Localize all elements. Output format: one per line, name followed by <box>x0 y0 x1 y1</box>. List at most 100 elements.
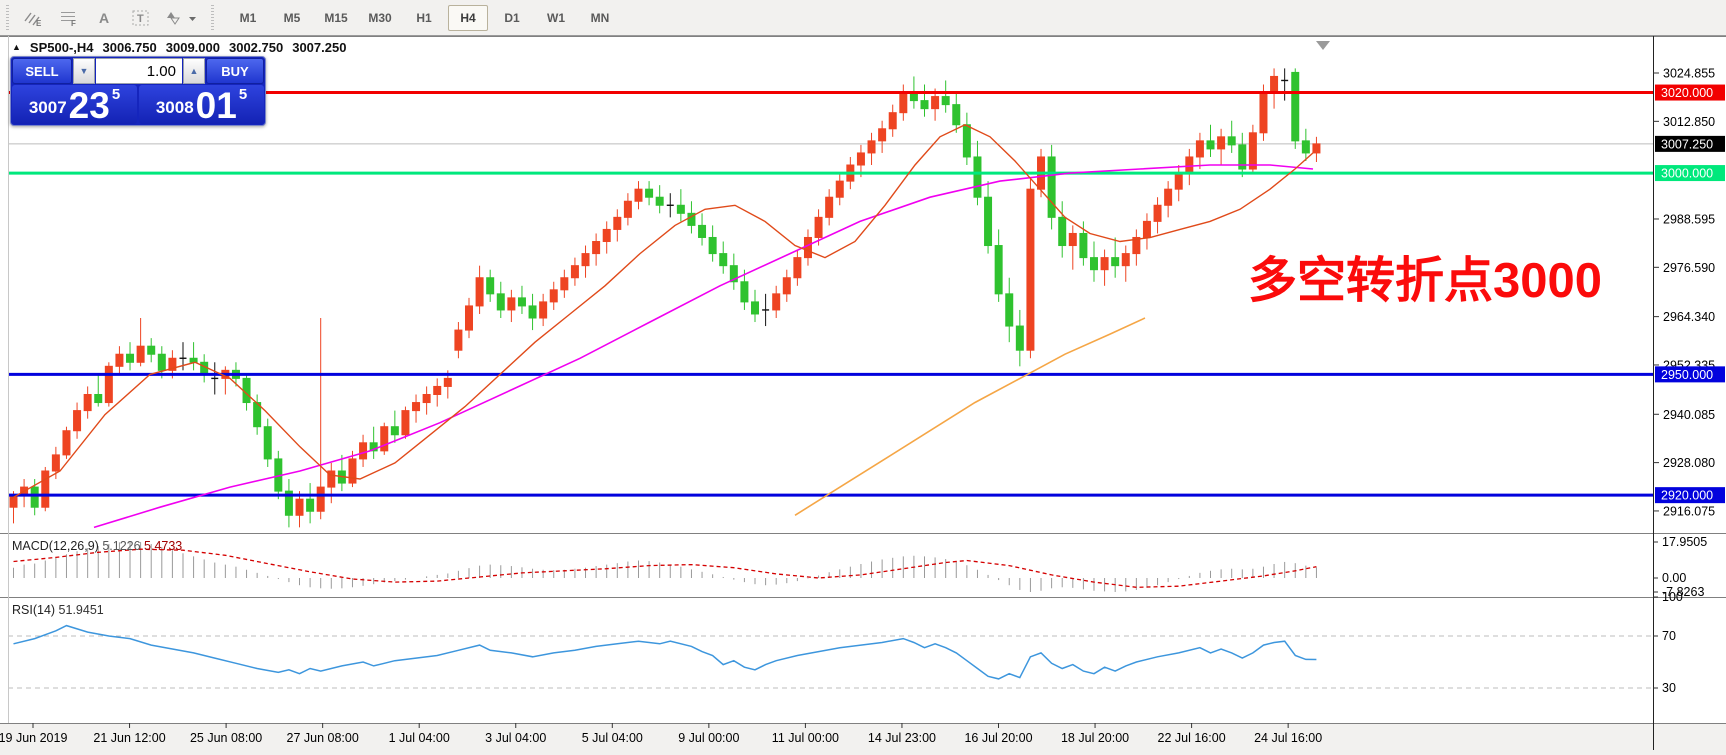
sell-button[interactable]: SELL <box>12 58 72 84</box>
svg-text:E: E <box>36 19 42 28</box>
price-tick-label: 2940.085 <box>1663 408 1715 422</box>
ohlc-close: 3007.250 <box>292 40 347 55</box>
sell-price-display[interactable]: 3007 23 5 <box>12 85 137 124</box>
text-box-icon[interactable]: T <box>125 3 157 33</box>
date-tick-label: 3 Jul 04:00 <box>485 731 546 745</box>
one-click-trading-panel: SELL ▼ ▲ BUY 3007 23 5 3008 01 5 <box>10 56 266 126</box>
macd-axis-label: -7.8263 <box>1662 585 1704 599</box>
buy-price-sup: 5 <box>238 86 248 103</box>
price-tick-label: 2916.075 <box>1663 504 1715 518</box>
date-axis[interactable]: 19 Jun 2019 21 Jun 12:00 25 Jun 08:00 27 Ju… <box>0 723 1322 745</box>
arrows-object-icon[interactable] <box>161 3 203 33</box>
ohlc-low: 3002.750 <box>228 40 284 55</box>
price-badge-3020.000 <box>1655 84 1725 101</box>
price-tick-label: 2928.080 <box>1663 456 1715 470</box>
price-badge-label: 2920.000 <box>1661 489 1713 503</box>
price-tick-label: 2988.595 <box>1663 212 1715 226</box>
price-pane: 多空转折点3000 <box>8 41 1653 529</box>
buy-price-big: 01 <box>195 84 237 126</box>
macd-label: MACD(12,26,9) 5.1226 5.4733 <box>12 539 182 553</box>
timeframe-button-h4[interactable]: H4 <box>448 4 488 31</box>
volume-increase-button[interactable]: ▲ <box>183 58 205 84</box>
price-badge-2950.000 <box>1655 366 1725 383</box>
date-tick-label: 9 Jul 00:00 <box>678 731 739 745</box>
sell-price-main: 3007 <box>28 98 67 117</box>
date-tick-label: 19 Jun 2019 <box>0 731 67 745</box>
price-tick-label: 3012.850 <box>1663 115 1715 129</box>
rsi-axis-label: 70 <box>1662 629 1676 643</box>
svg-text:T: T <box>137 13 144 25</box>
ma-slow-line <box>794 317 1146 516</box>
sell-price-sup: 5 <box>111 86 121 103</box>
date-tick-label: 22 Jul 16:00 <box>1158 731 1226 745</box>
ohlc-high: 3009.000 <box>165 40 220 55</box>
date-tick-label: 18 Jul 20:00 <box>1061 731 1129 745</box>
svg-text:F: F <box>71 19 76 28</box>
timeframe-group-grip[interactable] <box>209 4 216 31</box>
toolbar: E F A T M1 M5 M15 M30 H1 H4 D1 W1 MN <box>0 0 1726 36</box>
bar-shift-marker-icon[interactable] <box>1316 41 1330 50</box>
macd-pane: MACD(12,26,9) 5.1226 5.4733 <box>12 539 1317 593</box>
price-badge-label: 3020.000 <box>1661 86 1713 100</box>
timeframe-button-h1[interactable]: H1 <box>416 10 432 25</box>
price-tick-label: 2976.590 <box>1663 261 1715 275</box>
date-tick-label: 25 Jun 08:00 <box>190 731 262 745</box>
price-tick-label: 3024.855 <box>1663 67 1715 81</box>
date-tick-label: 21 Jun 12:00 <box>93 731 165 745</box>
toolbar-grip[interactable] <box>4 4 11 31</box>
volume-input[interactable] <box>96 58 182 84</box>
candles-layer <box>9 68 1321 528</box>
date-tick-label: 1 Jul 04:00 <box>389 731 450 745</box>
date-axis-background <box>0 723 1726 750</box>
svg-text:A: A <box>99 10 109 26</box>
indicator-e-icon[interactable]: E <box>17 3 49 33</box>
chart-background <box>0 36 1726 750</box>
volume-decrease-button[interactable]: ▼ <box>73 58 95 84</box>
price-badge-3000.000 <box>1655 165 1725 182</box>
symbol-info: ▲ SP500-,H4 3006.750 3009.000 3002.750 3… <box>12 40 346 55</box>
price-axis[interactable]: 3024.855 3012.850 2988.595 2976.590 2964.340… <box>1653 67 1725 696</box>
date-tick-label: 27 Jun 08:00 <box>287 731 359 745</box>
timeframe-button-m5[interactable]: M5 <box>283 10 301 25</box>
date-tick-label: 14 Jul 23:00 <box>868 731 936 745</box>
rsi-axis-label: 100 <box>1662 590 1683 604</box>
date-tick-label: 11 Jul 00:00 <box>772 731 839 745</box>
symbol-name: SP500-,H4 <box>29 40 94 55</box>
price-badge-3007.250 <box>1655 135 1725 152</box>
buy-price-display[interactable]: 3008 01 5 <box>139 85 264 124</box>
grid-f-icon[interactable]: F <box>53 3 85 33</box>
chart-window: 多空转折点3000 MACD(12,26,9) 5.1226 5.4733 RSI(… <box>0 36 1726 750</box>
date-tick-label: 5 Jul 04:00 <box>582 731 643 745</box>
date-tick-label: 16 Jul 20:00 <box>964 731 1032 745</box>
timeframe-button-m15[interactable]: M15 <box>324 10 348 25</box>
timeframe-toolbar: M1 M5 M15 M30 H1 H4 D1 W1 MN <box>226 4 622 31</box>
price-badge-label: 3007.250 <box>1661 137 1713 151</box>
sell-price-big: 23 <box>68 84 110 126</box>
chart-canvas[interactable]: 多空转折点3000 MACD(12,26,9) 5.1226 5.4733 RSI(… <box>0 36 1726 750</box>
annotation-text: 多空转折点3000 <box>1248 254 1602 308</box>
timeframe-button-m30[interactable]: M30 <box>368 10 392 25</box>
price-tick-label: 2964.340 <box>1663 310 1715 324</box>
timeframe-button-w1[interactable]: W1 <box>547 10 565 25</box>
rsi-line <box>13 624 1317 680</box>
timeframe-button-mn[interactable]: MN <box>590 10 610 25</box>
price-badge-label: 3000.000 <box>1661 167 1713 181</box>
rsi-label: RSI(14) 51.9451 <box>12 603 104 617</box>
buy-button[interactable]: BUY <box>206 58 264 84</box>
ohlc-open: 3006.750 <box>102 40 157 55</box>
price-badge-label: 2950.000 <box>1661 368 1713 382</box>
rsi-axis-label: 30 <box>1662 681 1676 695</box>
date-tick-label: 24 Jul 16:00 <box>1254 731 1322 745</box>
ma-mid-line <box>93 164 1314 529</box>
text-label-icon[interactable]: A <box>89 3 121 33</box>
macd-axis-label: 0.00 <box>1662 571 1686 585</box>
price-badge-2920.000 <box>1655 487 1725 504</box>
timeframe-button-d1[interactable]: D1 <box>504 10 520 25</box>
timeframe-button-m1[interactable]: M1 <box>239 10 257 25</box>
macd-signal-line <box>13 548 1317 588</box>
collapse-triangle-icon[interactable]: ▲ <box>12 41 21 52</box>
buy-price-main: 3008 <box>155 98 194 117</box>
macd-axis-label: 17.9505 <box>1662 535 1707 549</box>
ma-fast-line <box>9 124 1314 500</box>
rsi-pane: RSI(14) 51.9451 <box>8 603 1653 689</box>
